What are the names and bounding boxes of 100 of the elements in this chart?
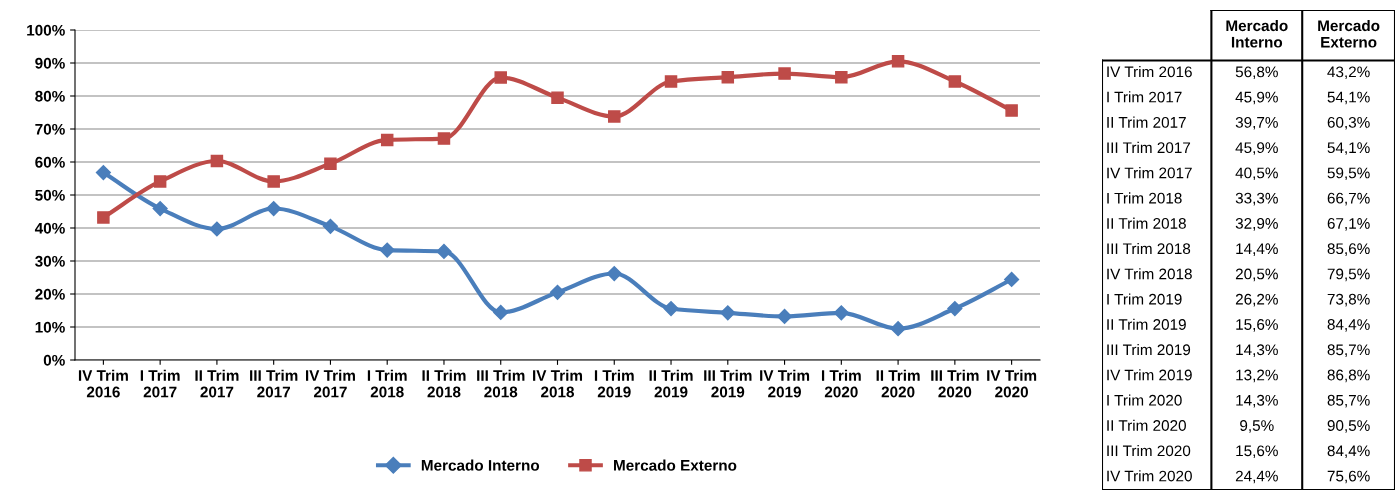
y-tick-label: 90%	[35, 57, 65, 69]
text: 15,6%	[1236, 445, 1278, 459]
text: 26,2%	[1235, 293, 1278, 307]
text: 85,6%	[1327, 243, 1370, 256]
text: 75,6%	[1327, 470, 1370, 484]
text: III Trim 2017	[1107, 141, 1191, 154]
legend-label: Mercado Externo	[614, 459, 737, 471]
x-tick-label: I Trim 2018	[367, 369, 407, 398]
text: 43,2%	[1327, 66, 1370, 80]
text: I Trim 2019	[1107, 293, 1182, 305]
point	[947, 300, 963, 317]
y-tick-label: 40%	[34, 222, 65, 234]
y-tick-label: 50%	[35, 189, 65, 201]
text: III Trim 2019	[1107, 343, 1191, 356]
y-tick-label: 10%	[35, 321, 65, 333]
point	[891, 55, 905, 68]
legend-label: Mercado Interno	[421, 459, 540, 471]
text: 14,3%	[1236, 344, 1278, 357]
text: 45,9%	[1235, 91, 1278, 105]
point	[1004, 271, 1020, 288]
y-tick-label: 20%	[35, 288, 65, 300]
point	[95, 164, 111, 181]
point	[549, 284, 566, 300]
text: 86,8%	[1327, 369, 1370, 383]
x-tick-label: IV Trim 2017	[305, 369, 355, 398]
text: II Trim 2017	[1107, 116, 1186, 128]
text: 90,5%	[1327, 420, 1370, 433]
point	[494, 71, 507, 84]
text: 54,1%	[1327, 142, 1370, 155]
text: I Trim 2020	[1107, 394, 1182, 406]
text: II Trim 2020	[1107, 419, 1186, 431]
text: Mercado Externo	[1318, 19, 1380, 48]
text: I Trim 2018	[1107, 192, 1182, 204]
point	[606, 265, 622, 282]
text: 32,9%	[1235, 218, 1278, 231]
x-tick-label: IV Trim 2020	[987, 369, 1037, 398]
point	[436, 243, 452, 260]
text: 67,1%	[1327, 218, 1370, 231]
text: 15,6%	[1236, 319, 1278, 332]
text: 54,1%	[1327, 91, 1370, 105]
text: Mercado Interno	[1226, 19, 1288, 48]
x-tick-label: I Trim 2017	[140, 369, 180, 398]
text: 66,7%	[1327, 192, 1370, 206]
point	[267, 175, 280, 188]
x-tick-label: III Trim 2017	[250, 369, 298, 398]
point	[833, 305, 849, 321]
x-tick-label: III Trim 2018	[477, 369, 525, 398]
x-tick-label: II Trim 2020	[876, 369, 920, 398]
text: 9,5%	[1240, 420, 1274, 433]
x-tick-label: II Trim 2018	[422, 369, 466, 398]
point	[324, 157, 337, 170]
point	[210, 154, 224, 168]
text: II Trim 2018	[1107, 217, 1186, 229]
point	[663, 300, 679, 317]
y-tick-label: 60%	[35, 156, 65, 168]
text: III Trim 2018	[1107, 242, 1191, 255]
point	[720, 305, 736, 321]
point	[776, 308, 793, 325]
text: 84,4%	[1327, 319, 1370, 332]
x-tick-label: II Trim 2017	[195, 369, 239, 398]
point	[664, 75, 678, 88]
text: I Trim 2017	[1107, 91, 1182, 103]
text: IV Trim 2016	[1107, 66, 1192, 78]
point	[266, 200, 282, 217]
text: II Trim 2019	[1107, 318, 1186, 330]
text: 85,7%	[1327, 344, 1370, 357]
text: IV Trim 2020	[1107, 470, 1192, 482]
point	[380, 133, 394, 147]
point	[322, 218, 339, 234]
text: IV Trim 2018	[1107, 268, 1192, 280]
text: 60,3%	[1327, 116, 1370, 130]
text: 85,7%	[1327, 394, 1370, 408]
x-tick-label: I Trim 2020	[821, 369, 861, 398]
point	[835, 70, 848, 84]
text: 24,4%	[1235, 470, 1278, 484]
point	[778, 67, 791, 80]
text: 79,5%	[1327, 268, 1370, 282]
text: IV Trim 2017	[1107, 167, 1192, 179]
point	[152, 200, 168, 217]
text: 14,3%	[1236, 394, 1278, 408]
text: 40,5%	[1235, 167, 1278, 181]
text: 33,3%	[1235, 192, 1278, 206]
text: 59,5%	[1327, 167, 1370, 181]
y-tick-label: 0%	[43, 354, 65, 366]
x-tick-label: III Trim 2019	[704, 369, 752, 398]
x-tick-label: I Trim 2019	[594, 369, 634, 398]
point	[153, 175, 167, 188]
point	[379, 242, 395, 258]
y-tick-label: 100%	[27, 24, 65, 36]
point	[493, 304, 509, 321]
x-tick-label: III Trim 2020	[931, 369, 979, 398]
text: 39,7%	[1235, 116, 1278, 130]
y-tick-label: 70%	[35, 123, 65, 135]
text: 20,5%	[1235, 268, 1278, 282]
x-tick-label: II Trim 2019	[649, 369, 693, 398]
text: 56,8%	[1235, 66, 1278, 80]
point	[721, 70, 735, 84]
x-tick-label: IV Trim 2016	[78, 369, 128, 398]
y-tick-label: 80%	[35, 90, 65, 102]
text: 84,4%	[1327, 445, 1370, 459]
